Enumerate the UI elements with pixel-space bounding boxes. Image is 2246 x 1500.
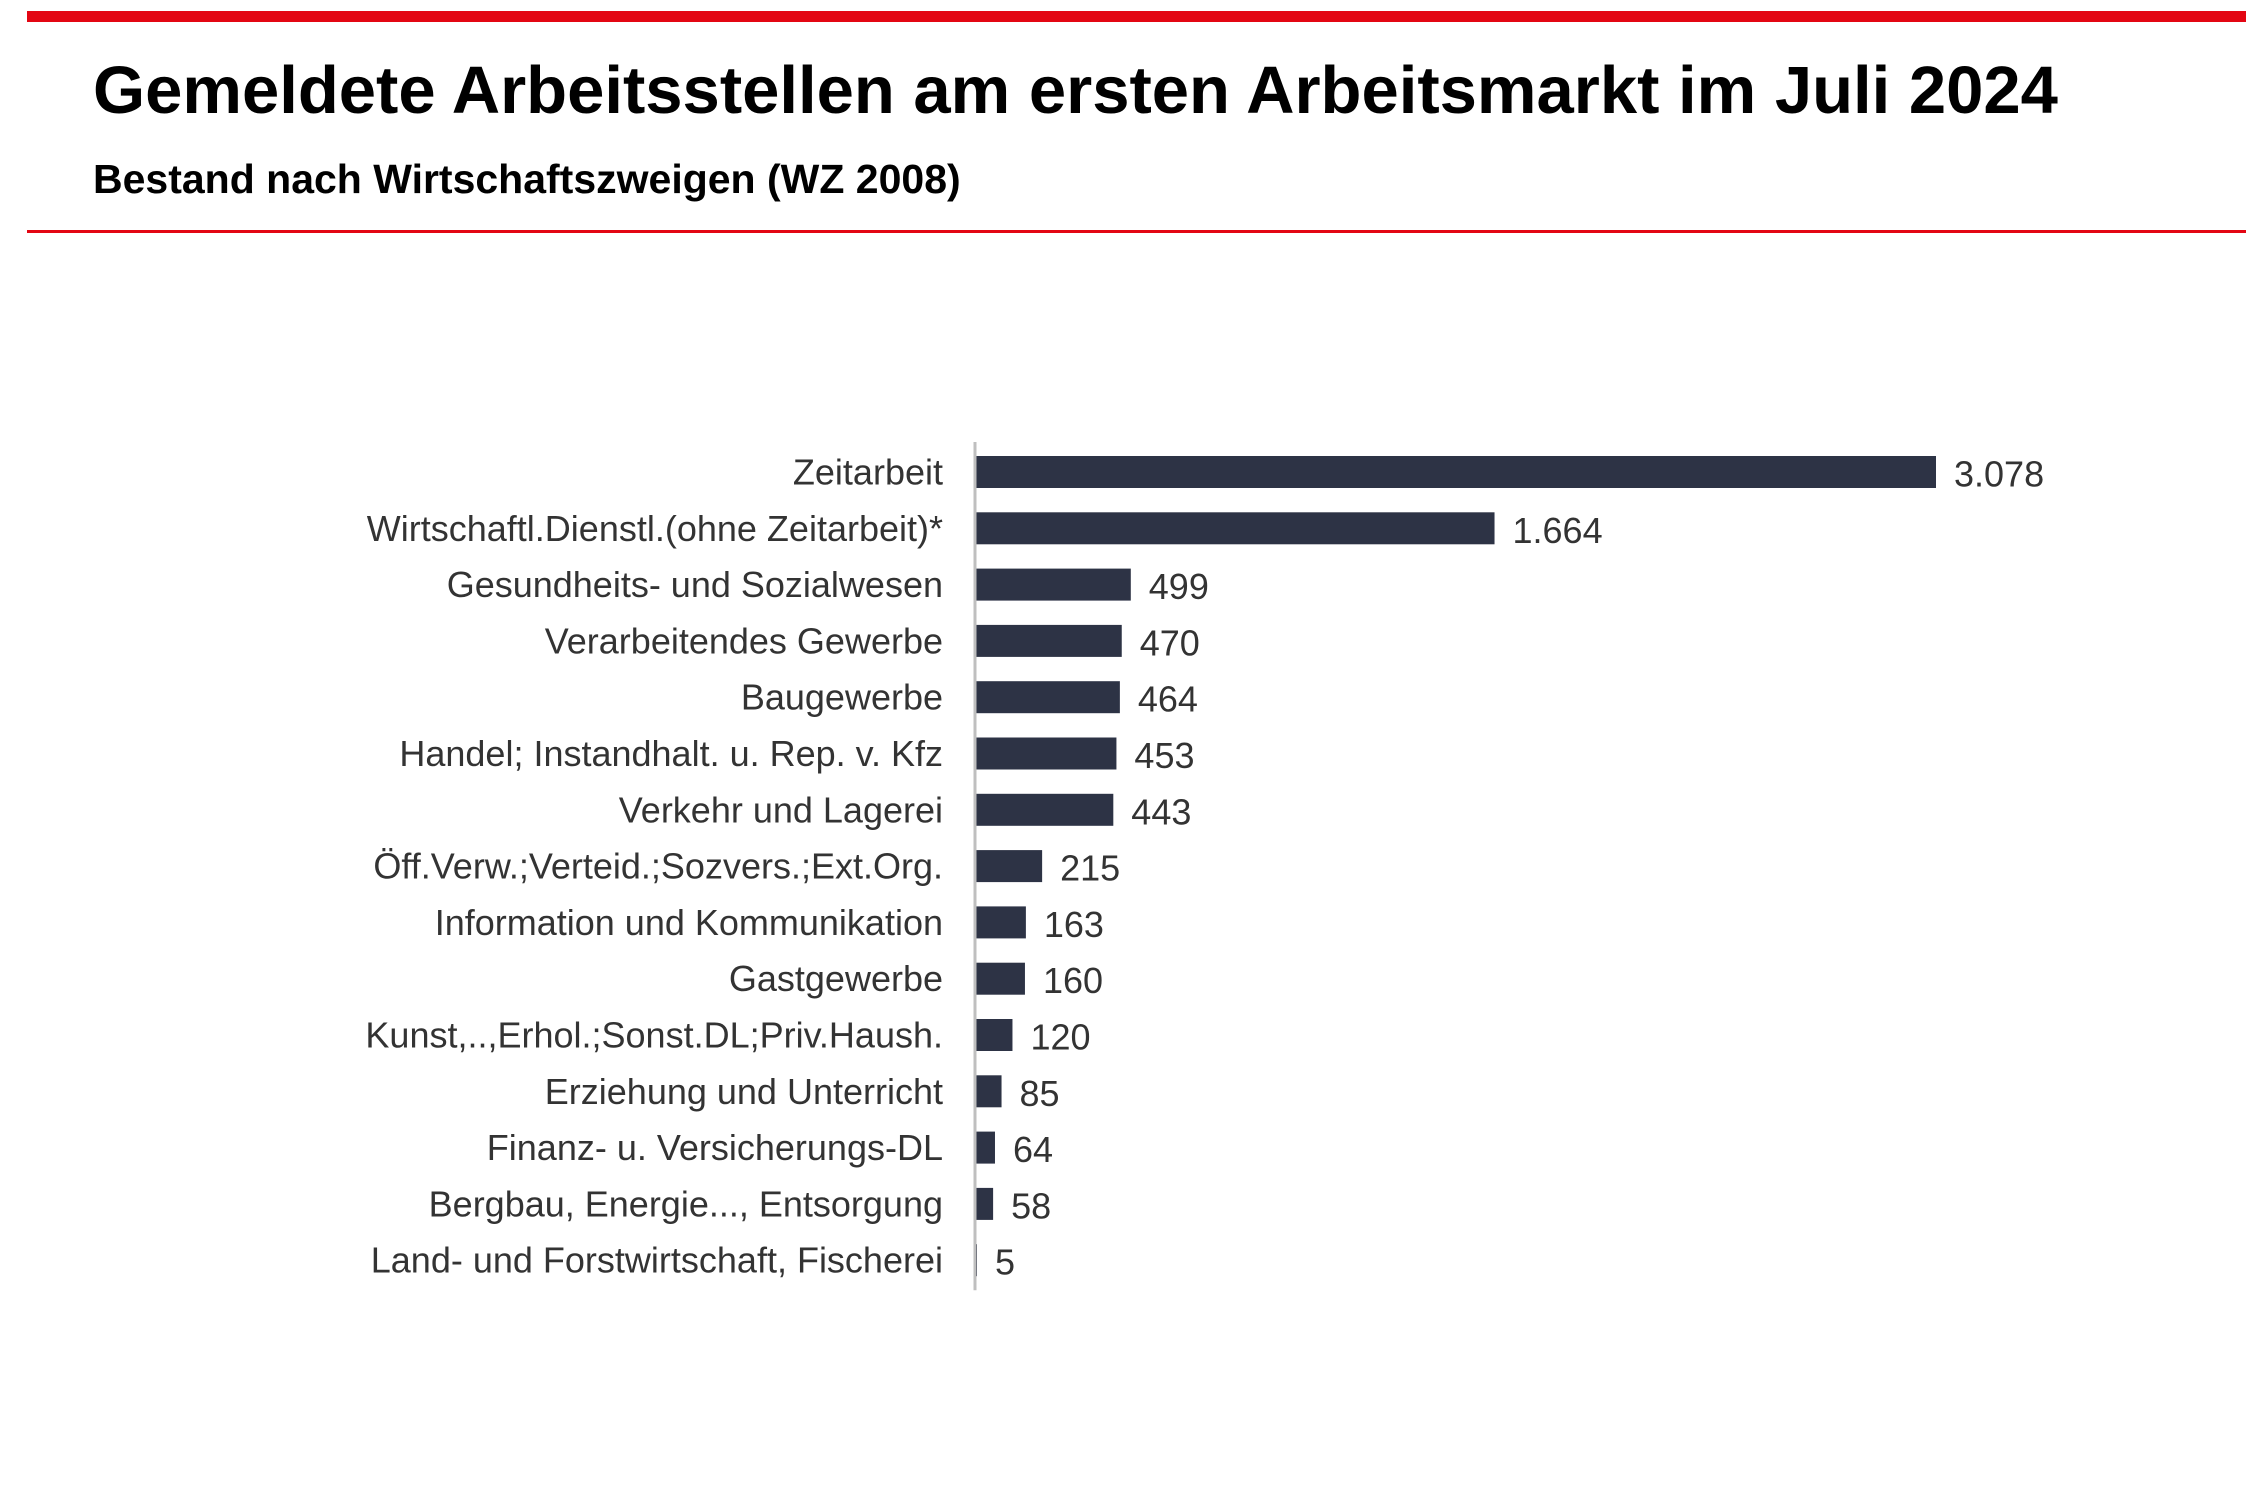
bar — [975, 793, 1114, 826]
category-label: Gesundheits- und Sozialwesen — [447, 564, 943, 605]
value-label: 464 — [1138, 679, 1198, 720]
chart-title: Gemeldete Arbeitsstellen am ersten Arbei… — [93, 53, 2058, 128]
category-label: Information und Kommunikation — [435, 902, 943, 943]
bar — [975, 1075, 1002, 1108]
top-accent-rule — [27, 11, 2246, 22]
bar — [975, 681, 1120, 714]
category-label: Zeitarbeit — [793, 452, 943, 493]
value-label: 160 — [1043, 960, 1103, 1001]
value-label: 85 — [1020, 1073, 1060, 1114]
category-label: Gastgewerbe — [729, 958, 943, 999]
category-label: Finanz- u. Versicherungs-DL — [487, 1127, 943, 1168]
bar — [975, 737, 1117, 770]
value-label: 443 — [1131, 791, 1191, 832]
chart-subtitle: Bestand nach Wirtschaftszweigen (WZ 2008… — [93, 156, 961, 202]
bar — [975, 1187, 994, 1220]
value-label: 1.664 — [1513, 510, 1603, 551]
value-label: 470 — [1140, 622, 1200, 663]
value-label: 58 — [1011, 1185, 1051, 1226]
value-label: 5 — [995, 1242, 1015, 1283]
value-label: 163 — [1044, 904, 1104, 945]
category-label: Wirtschaftl.Dienstl.(ohne Zeitarbeit)* — [367, 508, 943, 549]
category-label: Handel; Instandhalt. u. Rep. v. Kfz — [399, 733, 943, 774]
bar — [975, 906, 1026, 939]
category-label: Land- und Forstwirtschaft, Fischerei — [371, 1240, 943, 1281]
bars-group: Zeitarbeit 3.078 Wirtschaftl.Dienstl.(ohne… — [365, 452, 2044, 1283]
category-label: Bergbau, Energie..., Entsorgung — [429, 1183, 943, 1224]
header-divider — [27, 230, 2246, 233]
bar — [975, 456, 1936, 488]
category-label: Öff.Verw.;Verteid.;Sozvers.;Ext.Org. — [373, 846, 943, 887]
value-label: 215 — [1060, 848, 1120, 889]
value-label: 499 — [1149, 566, 1209, 607]
bar — [975, 962, 1025, 995]
category-label: Baugewerbe — [741, 677, 943, 718]
category-label: Verkehr und Lagerei — [619, 789, 943, 830]
category-label: Erziehung und Unterricht — [545, 1071, 943, 1112]
bar — [975, 850, 1043, 883]
bar — [975, 624, 1122, 657]
bar — [975, 512, 1495, 545]
value-label: 453 — [1134, 735, 1194, 776]
bar — [975, 1019, 1013, 1051]
bar — [975, 568, 1131, 601]
value-label: 120 — [1030, 1017, 1090, 1058]
bar — [975, 1131, 995, 1164]
category-label: Kunst,..,Erhol.;Sonst.DL;Priv.Haush. — [365, 1015, 943, 1056]
value-label: 64 — [1013, 1129, 1053, 1170]
category-label: Verarbeitendes Gewerbe — [545, 620, 943, 661]
value-label: 3.078 — [1954, 454, 2044, 495]
